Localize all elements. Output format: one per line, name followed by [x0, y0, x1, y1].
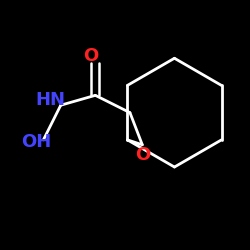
- Text: HN: HN: [36, 91, 66, 109]
- Text: O: O: [83, 47, 98, 65]
- Text: OH: OH: [21, 133, 51, 151]
- Text: O: O: [135, 146, 150, 164]
